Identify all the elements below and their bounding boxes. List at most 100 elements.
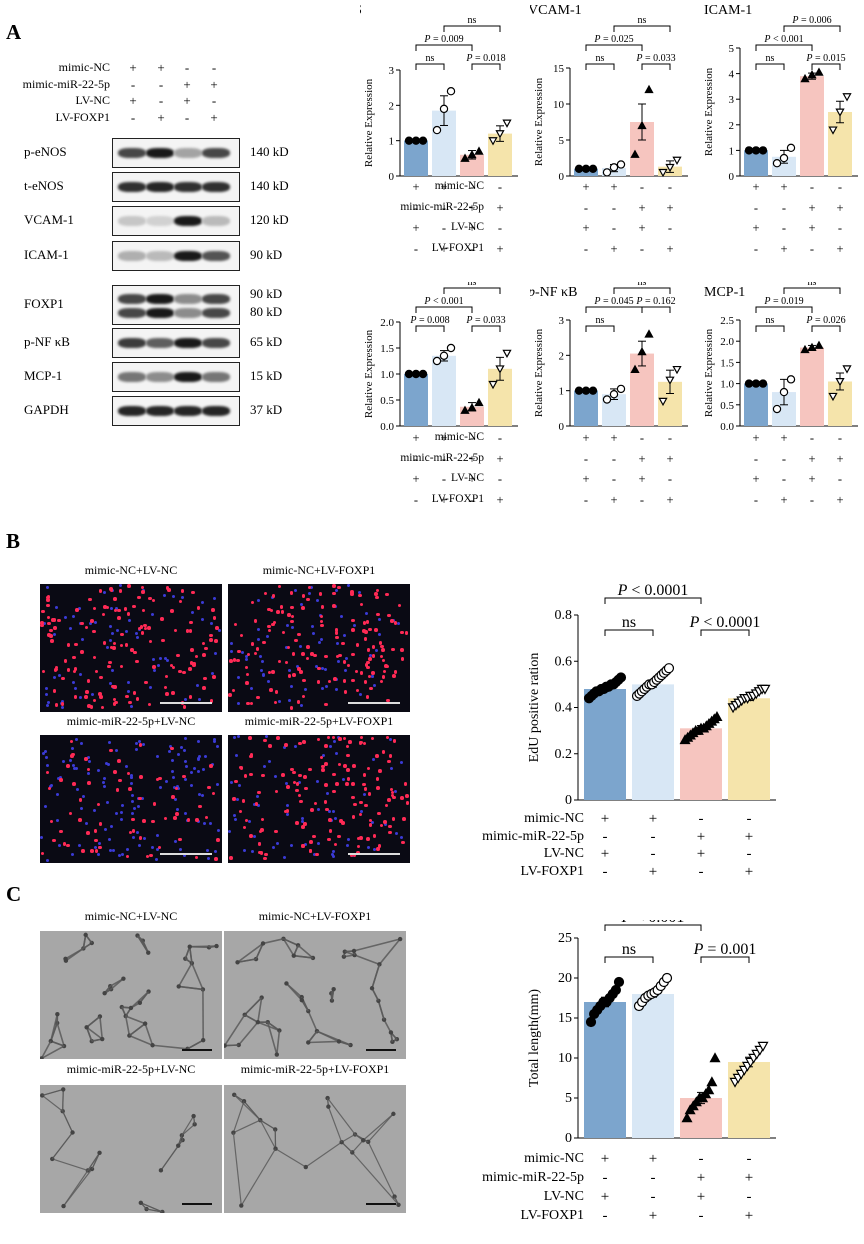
tube-segment	[41, 1045, 65, 1059]
table-vcam1-sign: +	[582, 221, 590, 235]
edu-positive-dot	[203, 676, 207, 681]
blot-header-sign: +	[210, 109, 218, 125]
edu-positive-dot	[250, 642, 255, 646]
chart-icam1: ICAM-1 0 1 2 3 4 5 Relative Expression ns P < 0.0…	[703, 3, 858, 183]
edu-positive-dot	[350, 590, 354, 594]
nucleus-dot	[287, 699, 291, 703]
nucleus-dot	[296, 664, 300, 668]
edu-image-title: mimic-NC+LV-NC	[84, 563, 178, 577]
comparison-label: P = 0.033	[465, 315, 505, 326]
edu-positive-dot	[72, 655, 76, 660]
edu-positive-dot	[202, 653, 206, 657]
table-pnfkb-sign: -	[667, 431, 673, 445]
table-vcam1-sign: +	[666, 200, 674, 215]
nucleus-dot	[304, 843, 308, 847]
data-point	[588, 386, 598, 395]
bar	[404, 140, 428, 176]
nucleus-dot	[329, 745, 333, 749]
edu-positive-dot	[271, 670, 275, 674]
tube-node	[200, 1037, 206, 1043]
y-tick-label: 15	[553, 63, 565, 75]
nucleus-dot	[49, 783, 53, 787]
edu-positive-dot	[371, 671, 375, 675]
edu-positive-dot	[147, 702, 152, 707]
nucleus-dot	[197, 793, 201, 797]
chart-p-nfkb: p-NF κB 0 1 2 3 Relative Expression ns P = 0.04…	[530, 282, 688, 433]
nucleus-dot	[87, 772, 91, 776]
table-pnfkb-sign: +	[582, 431, 590, 445]
blot-band	[118, 338, 146, 348]
edu-positive-dot	[188, 695, 193, 699]
comparison-label: ns	[596, 53, 605, 64]
edu-positive-dot	[325, 807, 329, 812]
tube-node	[369, 986, 375, 991]
tube-segment	[50, 1040, 65, 1047]
data-point	[842, 365, 852, 374]
y-tick-label: 2	[389, 100, 395, 112]
edu-positive-dot	[78, 818, 82, 822]
edu-positive-dot	[126, 612, 131, 616]
table-tube-sign: +	[600, 1189, 610, 1205]
edu-positive-dot	[277, 584, 282, 589]
data-point	[418, 369, 428, 379]
data-point	[759, 684, 771, 695]
tube-segment	[40, 1040, 52, 1059]
table-pnfkb-sign: -	[639, 431, 645, 445]
edu-positive-dot	[239, 633, 244, 638]
table-edu-sign: -	[650, 828, 656, 845]
nucleus-dot	[98, 841, 102, 845]
tube-segment	[257, 997, 263, 1023]
data-point	[828, 126, 838, 135]
nucleus-dot	[55, 818, 59, 822]
edu-positive-dot	[135, 659, 139, 664]
tube-node	[83, 932, 88, 938]
nucleus-dot	[156, 755, 160, 759]
nucleus-dot	[182, 749, 186, 753]
edu-positive-dot	[391, 817, 396, 821]
table-tube-sign: +	[648, 1151, 658, 1167]
tube-segment	[188, 946, 193, 964]
edu-positive-dot	[298, 773, 302, 778]
edu-positive-dot	[269, 608, 274, 613]
data-point	[709, 1052, 721, 1063]
edu-positive-dot	[310, 652, 314, 656]
edu-positive-dot	[338, 653, 342, 658]
nucleus-dot	[78, 607, 82, 611]
edu-positive-dot	[384, 664, 388, 668]
edu-positive-dot	[287, 674, 292, 678]
comparison-label: ns	[468, 15, 477, 26]
nucleus-dot	[42, 621, 46, 625]
y-axis-label: Relative Expression	[363, 329, 375, 418]
tube-node	[55, 1011, 60, 1017]
table-pnfkb-sign: -	[611, 472, 617, 486]
table-tube-sign: -	[602, 1208, 608, 1224]
edu-positive-dot	[337, 762, 342, 767]
edu-positive-dot	[405, 794, 409, 798]
edu-positive-dot	[301, 844, 305, 849]
nucleus-dot	[198, 698, 202, 702]
data-point	[800, 344, 810, 354]
nucleus-dot	[256, 795, 260, 799]
edu-positive-dot	[362, 621, 367, 625]
tube-segment	[293, 954, 314, 959]
data-point	[467, 402, 477, 412]
edu-positive-dot	[253, 651, 258, 656]
comparison-bracket	[443, 25, 501, 32]
tube-segment	[82, 934, 87, 949]
edu-positive-dot	[374, 592, 378, 596]
tube-segment	[307, 1030, 318, 1043]
edu-positive-dot	[295, 788, 299, 793]
comparison-bracket	[755, 306, 813, 313]
edu-positive-dot	[272, 620, 277, 625]
edu-positive-dot	[60, 702, 65, 706]
tube-segment	[259, 1119, 276, 1130]
tube-node	[150, 1043, 155, 1048]
table-peNOS-sign: +	[412, 180, 420, 194]
edu-positive-dot	[117, 759, 121, 763]
edu-positive-dot	[214, 639, 218, 643]
edu-positive-dot	[286, 785, 290, 789]
nucleus-dot	[335, 688, 339, 692]
tube-segment	[125, 1015, 146, 1025]
nucleus-dot	[210, 671, 214, 675]
edu-positive-dot	[93, 829, 98, 833]
